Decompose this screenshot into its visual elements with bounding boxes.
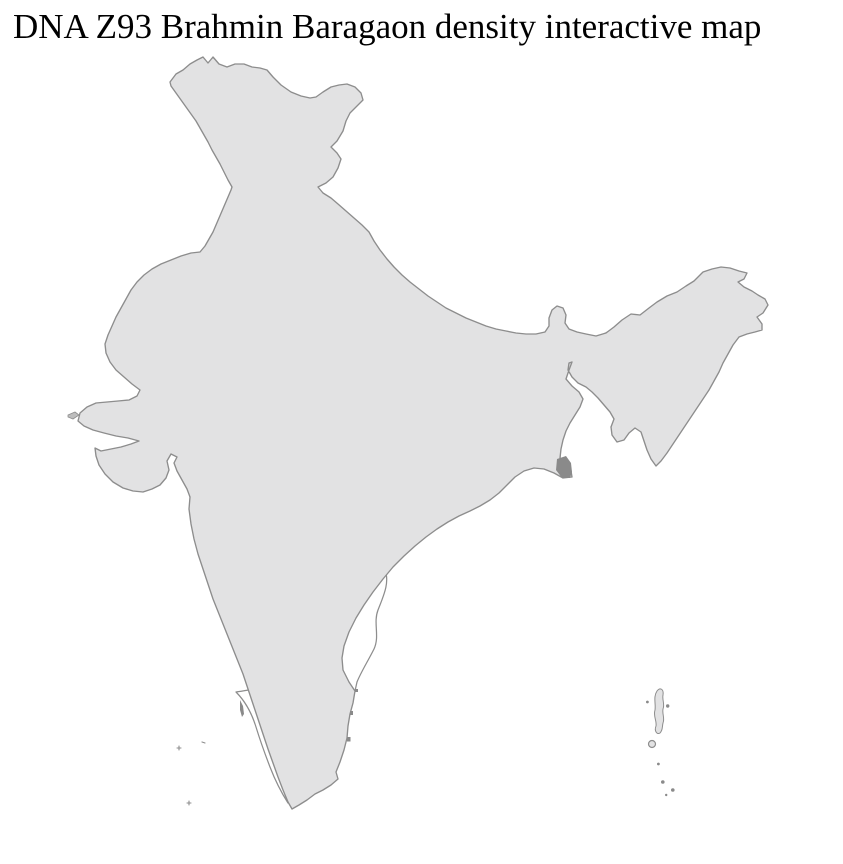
islands-group bbox=[67, 411, 675, 806]
andaman-islands[interactable] bbox=[653, 688, 665, 734]
kutch-islet[interactable] bbox=[67, 411, 80, 420]
lakshadweep-islands[interactable] bbox=[176, 741, 206, 806]
sundarbans-delta bbox=[556, 456, 572, 478]
country-outline bbox=[77, 56, 769, 810]
coastal-features-group bbox=[240, 456, 572, 742]
andaman-atoll[interactable] bbox=[647, 739, 657, 749]
page-title: DNA Z93 Brahmin Baragaon density interac… bbox=[13, 7, 762, 46]
